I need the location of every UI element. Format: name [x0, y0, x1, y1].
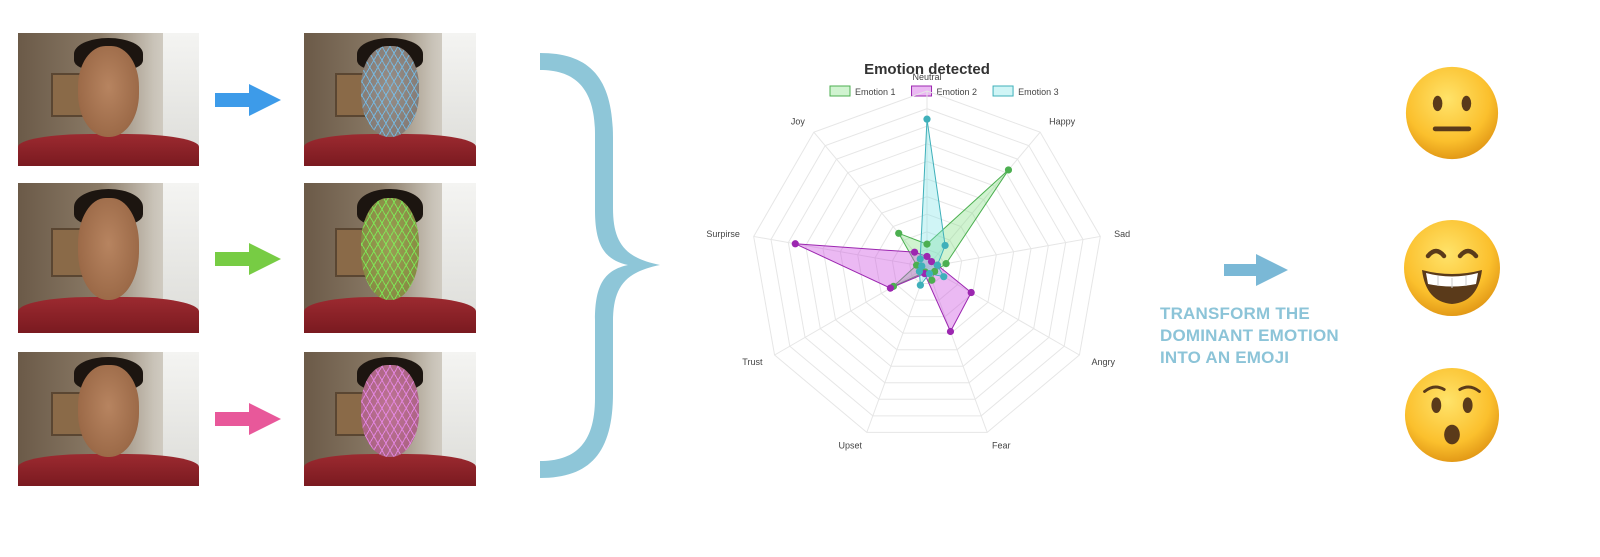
series-point — [941, 241, 949, 250]
grid-spoke — [926, 235, 1101, 268]
neutral-face-emoji — [1405, 66, 1499, 160]
mesh-photo-3 — [304, 352, 476, 486]
arrow-right-icon — [215, 403, 281, 435]
series-point — [933, 261, 941, 269]
caption-line-3: INTO AN EMOJI — [1160, 348, 1290, 367]
chart-title: Emotion detected — [864, 61, 990, 78]
caption-line-2: DOMINANT EMOTION — [1160, 326, 1339, 345]
series-point — [918, 262, 926, 270]
legend-swatch — [829, 85, 851, 97]
series-point — [916, 255, 924, 263]
hushed-face-emoji — [1404, 367, 1500, 463]
grid-ring — [787, 125, 1067, 400]
legend-swatch — [992, 85, 1014, 97]
face-mesh-pink — [360, 365, 420, 457]
axis-label: Joy — [791, 116, 806, 126]
input-photo-3 — [18, 352, 199, 486]
legend-label: Emotion 2 — [937, 87, 978, 97]
grid-ring — [822, 160, 1032, 367]
grid-spoke — [866, 266, 928, 433]
radar-axis-labels: Neutral Happy Sad Angry Fear Upset Trust Surpir… — [706, 72, 1130, 451]
series-point — [1004, 166, 1013, 174]
axis-label: Upset — [839, 441, 863, 451]
arrow-1-shape — [215, 84, 281, 116]
series-point — [923, 240, 931, 248]
mesh-photo-2 — [304, 183, 476, 333]
emotion-radar-chart: Emotion detected Emotion 1 Emotion 2 Emoti… — [706, 61, 1130, 451]
legend-label: Emotion 1 — [855, 87, 896, 97]
axis-label: Sad — [1114, 229, 1130, 239]
grid-ring — [857, 196, 997, 334]
chart-legend: Emotion 1 Emotion 2 Emotion 3 — [829, 85, 1059, 97]
grid-ring — [839, 178, 1015, 351]
arrow-right-icon — [215, 243, 281, 275]
series-point — [895, 229, 903, 237]
input-photo-2 — [18, 183, 199, 333]
series-point — [940, 273, 948, 281]
radar-series-layer — [791, 115, 1013, 336]
grid-spoke — [926, 266, 1080, 356]
series-point — [916, 281, 924, 289]
grid-ring — [891, 231, 963, 301]
face-mesh-blue — [360, 46, 420, 137]
series-point — [923, 115, 931, 123]
series-point — [946, 327, 955, 336]
input-photo-1 — [18, 33, 199, 166]
arrow-4-shape — [1224, 254, 1288, 286]
series-point — [927, 258, 936, 266]
grid-ring — [805, 143, 1049, 384]
axis-label: Surpirse — [706, 229, 740, 239]
axis-label: Trust — [742, 357, 763, 367]
series-point — [923, 252, 931, 261]
grid-spoke — [926, 266, 988, 433]
grid-spoke — [813, 131, 928, 268]
arrow-3-shape — [215, 403, 281, 435]
series-point — [942, 260, 950, 268]
grid-spoke — [774, 266, 928, 356]
grid-spoke — [753, 235, 928, 268]
legend-swatch — [911, 85, 933, 97]
caption: TRANSFORM THE DOMINANT EMOTION INTO AN E… — [1160, 303, 1380, 369]
series-point — [791, 240, 799, 248]
axis-label: Angry — [1092, 357, 1116, 367]
grid-ring — [770, 108, 1084, 417]
series-point — [886, 284, 895, 292]
grid-ring — [753, 90, 1101, 433]
series-point — [967, 288, 975, 297]
grid-ring — [874, 213, 980, 318]
series-point — [925, 270, 934, 278]
face-mesh-green — [360, 198, 420, 300]
axis-label: Neutral — [912, 72, 941, 82]
legend-label: Emotion 3 — [1018, 87, 1059, 97]
axis-label: Happy — [1049, 116, 1076, 126]
caption-line-1: TRANSFORM THE — [1160, 304, 1310, 323]
series-point — [910, 248, 919, 256]
arrow-2-shape — [215, 243, 281, 275]
arrow-right-icon — [1224, 254, 1288, 286]
mesh-photo-1 — [304, 33, 476, 166]
series-point — [928, 276, 936, 284]
grinning-face-emoji — [1404, 220, 1500, 316]
axis-label: Fear — [992, 441, 1011, 451]
curly-brace-icon — [540, 53, 660, 478]
arrow-right-icon — [215, 84, 281, 116]
